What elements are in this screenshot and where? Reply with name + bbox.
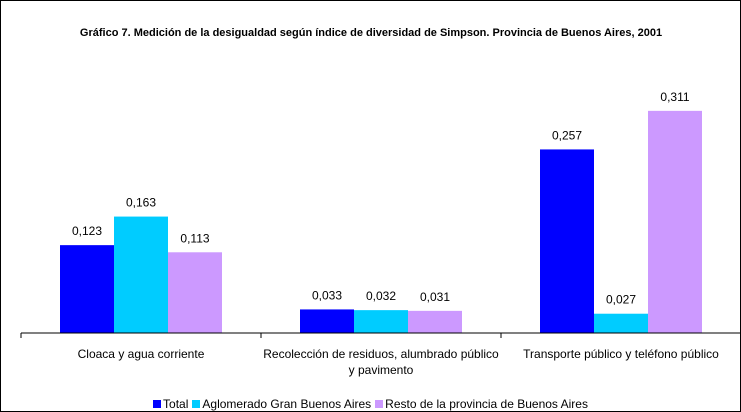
bar bbox=[168, 252, 222, 333]
data-label: 0,031 bbox=[420, 290, 450, 304]
x-tick-label: Transporte público y teléfono público bbox=[523, 347, 719, 361]
legend-swatch bbox=[375, 400, 384, 408]
data-label: 0,257 bbox=[552, 128, 582, 142]
legend-label: Resto de la provincia de Buenos Aires bbox=[385, 397, 588, 411]
legend-swatch bbox=[192, 400, 201, 408]
data-label: 0,027 bbox=[606, 293, 636, 307]
x-tick-label: Cloaca y agua corriente bbox=[77, 347, 205, 361]
data-label: 0,032 bbox=[366, 289, 396, 303]
bar bbox=[648, 110, 702, 333]
legend-item: Resto de la provincia de Buenos Aires bbox=[375, 397, 588, 411]
legend-label: Total bbox=[163, 397, 189, 411]
legend-item: Aglomerado Gran Buenos Aires bbox=[192, 397, 371, 411]
chart-title: Gráfico 7. Medición de la desigualdad se… bbox=[79, 27, 663, 39]
bar bbox=[114, 216, 168, 333]
data-label: 0,123 bbox=[72, 224, 102, 238]
bar bbox=[408, 310, 462, 333]
bar bbox=[354, 310, 408, 333]
x-tick-label: Recolección de residuos, alumbrado públi… bbox=[263, 347, 499, 377]
bar bbox=[300, 309, 354, 333]
bar bbox=[60, 245, 114, 333]
legend-swatch bbox=[153, 400, 162, 408]
data-label: 0,033 bbox=[312, 288, 342, 302]
legend-item: Total bbox=[153, 397, 188, 411]
legend: Total Aglomerado Gran Buenos Aires Resto d… bbox=[1, 397, 740, 411]
data-label: 0,163 bbox=[126, 196, 156, 210]
bar bbox=[594, 313, 648, 333]
legend-label: Aglomerado Gran Buenos Aires bbox=[202, 397, 372, 411]
data-label: 0,113 bbox=[180, 231, 209, 245]
data-label: 0,311 bbox=[660, 90, 689, 104]
bar bbox=[540, 149, 594, 333]
